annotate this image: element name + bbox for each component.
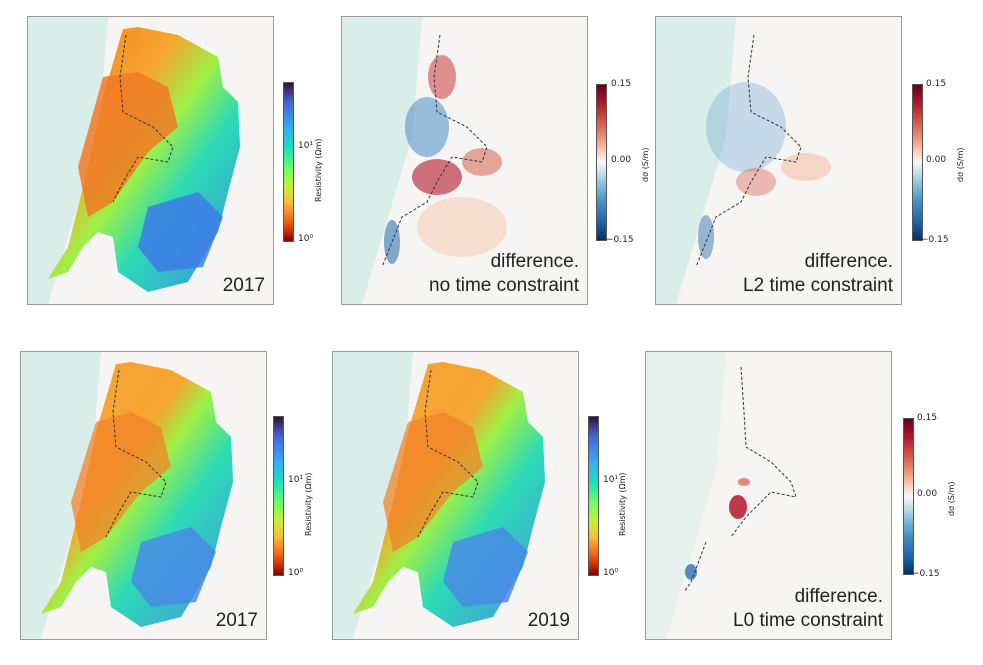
conductivity-increase — [781, 153, 831, 181]
conductive-zone — [131, 527, 216, 607]
conductivity-decrease — [698, 215, 714, 259]
colorbar-tick: −0.15 — [912, 569, 940, 579]
map-frame: difference. no time constraint — [341, 16, 588, 305]
coastline-path — [695, 34, 802, 268]
colorbar-tick: 0.15 — [611, 79, 632, 89]
coastline-path — [112, 34, 174, 203]
conductivity-decrease — [685, 564, 697, 580]
resistive-zone — [383, 412, 483, 552]
panel-caption: 2017 — [223, 274, 265, 298]
colorbar — [903, 418, 914, 575]
caption-line: difference. — [794, 586, 883, 607]
map-frame: 2019 — [332, 351, 579, 640]
colorbar-tick: 10¹ — [288, 475, 304, 485]
map-frame: 2017 — [27, 16, 274, 305]
coastline-path — [381, 34, 488, 268]
panel-caption: difference. no time constraint — [429, 250, 579, 298]
colorbar — [596, 84, 607, 241]
colorbar-tick: −0.15 — [606, 235, 634, 245]
colorbar-label: dσ (S/m) — [947, 481, 956, 517]
caption-line: 2017 — [215, 610, 258, 631]
caption-line: 2017 — [222, 275, 265, 296]
colorbar-tick: 0.00 — [926, 155, 947, 165]
colorbar-tick: 0.00 — [611, 155, 632, 165]
colorbar-tick: 10⁰ — [298, 234, 314, 244]
conductive-zone — [138, 192, 223, 272]
resistivity-map — [21, 352, 233, 639]
conductivity-increase — [412, 159, 462, 195]
caption-line: difference. — [804, 251, 893, 272]
colorbar — [283, 82, 294, 242]
sea — [28, 17, 108, 304]
sea — [21, 352, 101, 639]
colorbar — [912, 84, 923, 241]
resistive-zone — [78, 72, 178, 217]
resistivity-map — [333, 352, 545, 639]
panel-caption: 2019 — [528, 609, 570, 633]
colorbar-label: dσ (S/m) — [641, 147, 650, 183]
conductivity-increase — [428, 55, 456, 99]
colorbar — [273, 416, 284, 576]
conductivity-increase — [736, 168, 776, 196]
colorbar-tick: 0.15 — [926, 79, 947, 89]
colorbar-label: Resistivity (Ωm) — [304, 472, 313, 536]
conductivity-increase — [417, 197, 507, 257]
colorbar-tick: 10¹ — [603, 475, 619, 485]
conductivity-increase — [738, 478, 750, 486]
conductivity-increase — [729, 495, 747, 519]
caption-line: difference. — [490, 251, 579, 272]
caption-line: L0 time constraint — [733, 610, 883, 631]
map-frame: difference. L0 time constraint — [645, 351, 892, 640]
colorbar-tick: 10⁰ — [288, 568, 304, 578]
sea — [342, 17, 422, 304]
resistivity-map — [28, 17, 240, 304]
sea — [646, 352, 726, 639]
coastline-path — [730, 366, 797, 538]
coastline-path — [417, 369, 479, 538]
sea — [656, 17, 736, 304]
panel-caption: difference. L2 time constraint — [743, 250, 893, 298]
difference-map — [342, 17, 507, 304]
conductive-zone — [443, 527, 528, 607]
colorbar-tick: 10¹ — [298, 141, 314, 151]
map-frame: 2017 — [20, 351, 267, 640]
coastline-path — [683, 541, 707, 593]
colorbar-tick: 0.15 — [917, 413, 938, 423]
coastline-path — [105, 369, 167, 538]
map-frame: difference. L2 time constraint — [655, 16, 902, 305]
panel-caption: 2017 — [216, 609, 258, 633]
sea — [333, 352, 413, 639]
caption-line: no time constraint — [429, 275, 579, 296]
colorbar-tick: 0.00 — [917, 489, 938, 499]
conductivity-decrease — [706, 82, 786, 172]
resistive-zone — [71, 412, 171, 552]
panel-caption: difference. L0 time constraint — [733, 585, 883, 633]
colorbar-label: dσ (S/m) — [956, 147, 965, 183]
caption-line: 2019 — [527, 610, 570, 631]
colorbar-tick: −0.15 — [921, 235, 949, 245]
colorbar-label: Resistivity (Ωm) — [314, 138, 323, 202]
difference-map — [656, 17, 831, 304]
caption-line: L2 time constraint — [743, 275, 893, 296]
conductivity-decrease — [384, 220, 400, 264]
colorbar-label: Resistivity (Ωm) — [618, 472, 627, 536]
colorbar-tick: 10⁰ — [603, 568, 619, 578]
conductivity-decrease — [405, 97, 449, 157]
difference-map — [646, 352, 797, 639]
colorbar — [588, 416, 599, 576]
